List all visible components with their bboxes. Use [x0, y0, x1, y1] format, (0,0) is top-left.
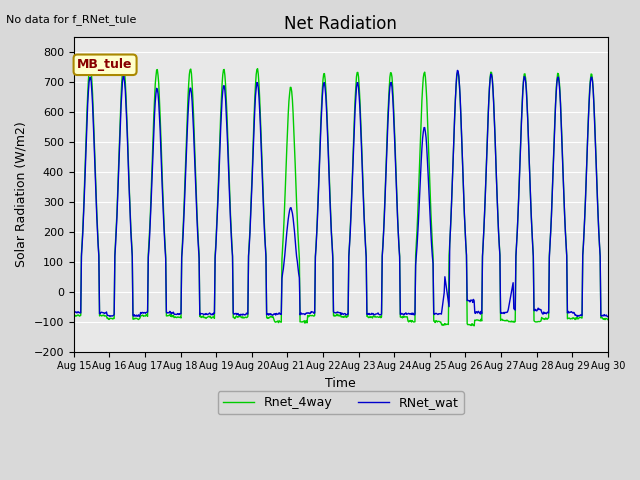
RNet_wat	[454, 68, 461, 73]
Rnet_4way	[86, 61, 93, 67]
RNet_wat	[257, 142, 265, 147]
Rnet_4way	[426, 192, 434, 198]
RNet_wat	[231, 311, 239, 316]
Rnet_4way	[604, 317, 612, 323]
Title: Net Radiation: Net Radiation	[284, 15, 397, 33]
Text: MB_tule: MB_tule	[77, 58, 133, 72]
Line: RNet_wat: RNet_wat	[74, 71, 608, 317]
Line: Rnet_4way: Rnet_4way	[74, 64, 608, 326]
Rnet_4way	[470, 323, 478, 329]
Legend: Rnet_4way, RNet_wat: Rnet_4way, RNet_wat	[218, 391, 464, 414]
RNet_wat	[396, 254, 403, 260]
RNet_wat	[604, 314, 612, 320]
RNet_wat	[277, 312, 285, 317]
Rnet_4way	[278, 256, 286, 262]
Rnet_4way	[397, 314, 404, 320]
Rnet_4way	[70, 312, 77, 318]
Rnet_4way	[133, 316, 141, 322]
Rnet_4way	[232, 315, 239, 321]
Rnet_4way	[258, 152, 266, 157]
Y-axis label: Solar Radiation (W/m2): Solar Radiation (W/m2)	[15, 121, 28, 267]
RNet_wat	[132, 312, 140, 318]
RNet_wat	[70, 310, 77, 315]
X-axis label: Time: Time	[325, 377, 356, 390]
RNet_wat	[426, 204, 433, 210]
Text: No data for f_RNet_tule: No data for f_RNet_tule	[6, 14, 137, 25]
